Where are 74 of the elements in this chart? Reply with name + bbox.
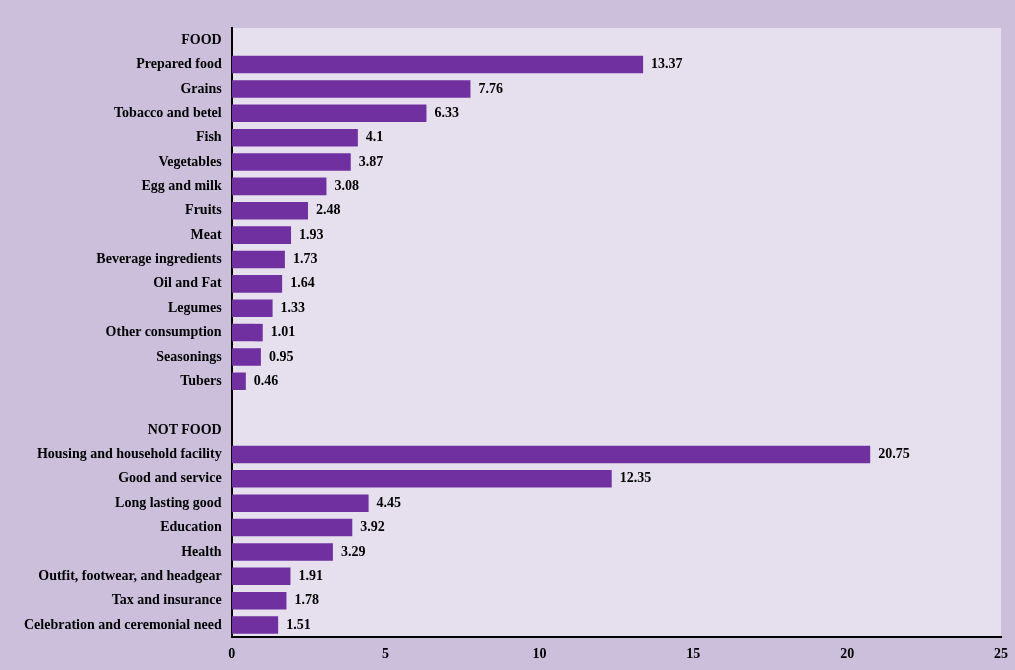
- y-tick-label: Egg and milk: [141, 178, 222, 193]
- y-tick-label: Housing and household facility: [36, 446, 222, 462]
- y-tick-label: Other consumption: [105, 324, 222, 340]
- y-tick-label: Grains: [180, 80, 223, 96]
- bar: [231, 153, 351, 171]
- bar: [231, 348, 261, 366]
- data-label: 2.48: [315, 202, 341, 218]
- y-tick-label: Tubers: [180, 372, 223, 388]
- y-tick-label: Legumes: [168, 299, 223, 315]
- bar: [231, 226, 292, 244]
- bar: [231, 55, 644, 74]
- x-tick-label: 10: [532, 646, 547, 662]
- bar: [231, 250, 285, 269]
- y-tick-label: Meat: [190, 226, 222, 242]
- bar: [231, 543, 333, 561]
- bar: [231, 80, 471, 98]
- y-tick-label: Long lasting good: [115, 494, 222, 510]
- data-label: 3.29: [340, 543, 366, 559]
- y-tick-label: Vegetables: [158, 153, 223, 169]
- data-label: 1.73: [292, 251, 318, 267]
- data-label: 1.64: [290, 275, 315, 291]
- y-tick-label: Fruits: [185, 202, 223, 218]
- y-tick-label: Health: [181, 543, 222, 559]
- bar: [231, 201, 308, 220]
- data-label: 0.95: [268, 348, 294, 364]
- x-tick-label: 15: [686, 646, 701, 662]
- data-label: 13.37: [651, 56, 683, 72]
- data-label: 20.75: [878, 446, 910, 462]
- data-label: 3.87: [358, 153, 384, 169]
- y-tick-label: Tax and insurance: [111, 592, 222, 608]
- y-tick-label: Beverage ingredients: [96, 251, 223, 267]
- y-tick-label: Oil and Fat: [153, 275, 222, 291]
- y-tick-label: Seasonings: [156, 348, 223, 364]
- bar: [231, 372, 246, 391]
- data-label: 1.01: [270, 324, 296, 340]
- data-label: 1.51: [286, 616, 311, 632]
- y-tick-label: Celebration and ceremonial need: [24, 616, 222, 632]
- bar: [231, 323, 263, 342]
- bar: [231, 275, 283, 293]
- data-label: 6.33: [434, 104, 459, 120]
- bar: [231, 567, 291, 586]
- y-tick-label: Tobacco and betel: [114, 104, 222, 120]
- data-label: 4.1: [365, 129, 384, 145]
- bar: [231, 299, 273, 317]
- data-label: 1.91: [298, 567, 323, 583]
- x-tick-label: 5: [382, 646, 390, 662]
- data-label: 0.46: [253, 372, 279, 388]
- y-tick-label: NOT FOOD: [147, 421, 222, 437]
- bar: [231, 128, 358, 147]
- data-label: 3.92: [360, 519, 385, 535]
- x-tick-label: 0: [228, 646, 236, 662]
- data-label: 1.93: [299, 226, 324, 242]
- bar: [231, 445, 871, 464]
- data-label: 7.76: [478, 80, 503, 96]
- y-tick-label: Good and service: [118, 470, 222, 486]
- x-tick-label: 25: [994, 646, 1008, 662]
- x-tick-label: 20: [840, 646, 855, 662]
- bar: [231, 494, 369, 512]
- bar: [231, 518, 353, 537]
- data-label: 4.45: [376, 494, 402, 510]
- bar: [231, 591, 287, 610]
- y-tick-label: Education: [160, 519, 222, 535]
- data-label: 3.08: [334, 178, 359, 193]
- bar: [231, 616, 279, 634]
- data-label: 1.78: [294, 592, 319, 608]
- bar: [231, 470, 612, 488]
- data-label: 12.35: [619, 470, 652, 486]
- bar: [231, 104, 427, 123]
- y-tick-label: FOOD: [181, 31, 222, 47]
- y-tick-label: Prepared food: [136, 56, 222, 72]
- data-label: 1.33: [280, 299, 306, 315]
- y-tick-label: Outfit, footwear, and headgear: [38, 567, 222, 583]
- bar: [231, 177, 327, 196]
- y-tick-label: Fish: [195, 129, 222, 145]
